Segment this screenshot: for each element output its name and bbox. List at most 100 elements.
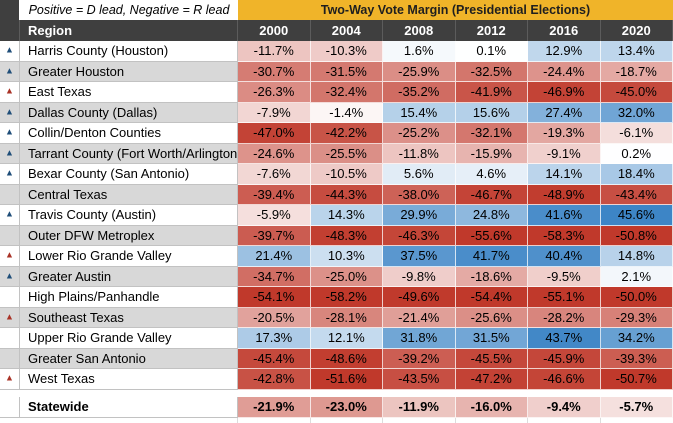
statewide-label[interactable]: Statewide	[20, 396, 238, 418]
statewide-margin-cell[interactable]: -21.9%	[238, 396, 311, 418]
margin-cell[interactable]: -38.0%	[383, 184, 456, 205]
margin-cell[interactable]: 10.3%	[310, 246, 383, 267]
margin-cell[interactable]: 45.6%	[600, 205, 673, 226]
margin-cell[interactable]: 14.3%	[310, 205, 383, 226]
margin-cell[interactable]: 14.1%	[528, 164, 601, 185]
margin-cell[interactable]: 2.1%	[600, 266, 673, 287]
region-name-cell[interactable]: West Texas	[20, 369, 238, 390]
margin-cell[interactable]: -45.5%	[455, 348, 528, 369]
margin-cell[interactable]: -35.2%	[383, 82, 456, 103]
margin-cell[interactable]: -46.3%	[383, 225, 456, 246]
region-name-cell[interactable]: Collin/Denton Counties	[20, 123, 238, 144]
year-column-header[interactable]: 2004	[310, 20, 383, 41]
region-name-cell[interactable]: Tarrant County (Fort Worth/Arlington)	[20, 143, 238, 164]
margin-cell[interactable]: 37.5%	[383, 246, 456, 267]
margin-cell[interactable]: -46.7%	[455, 184, 528, 205]
margin-cell[interactable]: -44.3%	[310, 184, 383, 205]
margin-cell[interactable]: 40.4%	[528, 246, 601, 267]
region-name-cell[interactable]: Upper Rio Grande Valley	[20, 328, 238, 349]
year-column-header[interactable]: 2000	[238, 20, 311, 41]
margin-cell[interactable]: 43.7%	[528, 328, 601, 349]
margin-cell[interactable]: 0.1%	[455, 41, 528, 62]
margin-cell[interactable]: -18.7%	[600, 61, 673, 82]
margin-cell[interactable]: -25.5%	[310, 143, 383, 164]
margin-cell[interactable]: -54.1%	[238, 287, 311, 308]
year-column-header[interactable]: 2020	[600, 20, 673, 41]
margin-cell[interactable]: -7.6%	[238, 164, 311, 185]
margin-cell[interactable]: 5.6%	[383, 164, 456, 185]
margin-cell[interactable]: -28.1%	[310, 307, 383, 328]
year-column-header[interactable]: 2008	[383, 20, 456, 41]
margin-cell[interactable]: 18.4%	[600, 164, 673, 185]
region-name-cell[interactable]: Greater Austin	[20, 266, 238, 287]
margin-cell[interactable]: 1.6%	[383, 41, 456, 62]
margin-cell[interactable]: -10.5%	[310, 164, 383, 185]
region-name-cell[interactable]: High Plains/Panhandle	[20, 287, 238, 308]
margin-cell[interactable]: 0.2%	[600, 143, 673, 164]
margin-cell[interactable]: -39.7%	[238, 225, 311, 246]
margin-cell[interactable]: -28.2%	[528, 307, 601, 328]
region-name-cell[interactable]: Lower Rio Grande Valley	[20, 246, 238, 267]
margin-cell[interactable]: -10.3%	[310, 41, 383, 62]
margin-cell[interactable]: -31.5%	[310, 61, 383, 82]
margin-cell[interactable]: -29.3%	[600, 307, 673, 328]
margin-cell[interactable]: 31.5%	[455, 328, 528, 349]
statewide-margin-cell[interactable]: -5.7%	[600, 396, 673, 418]
margin-cell[interactable]: 12.9%	[528, 41, 601, 62]
region-name-cell[interactable]: Central Texas	[20, 184, 238, 205]
margin-cell[interactable]: -11.8%	[383, 143, 456, 164]
margin-cell[interactable]: 27.4%	[528, 102, 601, 123]
margin-cell[interactable]: -41.9%	[455, 82, 528, 103]
margin-cell[interactable]: -42.8%	[238, 369, 311, 390]
margin-cell[interactable]: -7.9%	[238, 102, 311, 123]
margin-cell[interactable]: 14.8%	[600, 246, 673, 267]
statewide-margin-cell[interactable]: -23.0%	[310, 396, 383, 418]
margin-cell[interactable]: -48.9%	[528, 184, 601, 205]
margin-cell[interactable]: -58.3%	[528, 225, 601, 246]
margin-cell[interactable]: -45.4%	[238, 348, 311, 369]
margin-cell[interactable]: -46.9%	[528, 82, 601, 103]
year-column-header[interactable]: 2012	[455, 20, 528, 41]
margin-cell[interactable]: 15.4%	[383, 102, 456, 123]
margin-cell[interactable]: -55.1%	[528, 287, 601, 308]
margin-cell[interactable]: 34.2%	[600, 328, 673, 349]
margin-cell[interactable]: 13.4%	[600, 41, 673, 62]
margin-cell[interactable]: -39.2%	[383, 348, 456, 369]
margin-cell[interactable]: -32.5%	[455, 61, 528, 82]
margin-cell[interactable]: -48.6%	[310, 348, 383, 369]
margin-cell[interactable]: 17.3%	[238, 328, 311, 349]
statewide-margin-cell[interactable]: -9.4%	[528, 396, 601, 418]
margin-cell[interactable]: -47.2%	[455, 369, 528, 390]
margin-cell[interactable]: -43.5%	[383, 369, 456, 390]
margin-cell[interactable]: -5.9%	[238, 205, 311, 226]
margin-cell[interactable]: 12.1%	[310, 328, 383, 349]
margin-cell[interactable]: -58.2%	[310, 287, 383, 308]
margin-cell[interactable]: 15.6%	[455, 102, 528, 123]
margin-cell[interactable]: -39.3%	[600, 348, 673, 369]
margin-cell[interactable]: -42.2%	[310, 123, 383, 144]
margin-cell[interactable]: -54.4%	[455, 287, 528, 308]
margin-cell[interactable]: -18.6%	[455, 266, 528, 287]
margin-cell[interactable]: -19.3%	[528, 123, 601, 144]
margin-cell[interactable]: 32.0%	[600, 102, 673, 123]
margin-cell[interactable]: -24.4%	[528, 61, 601, 82]
margin-cell[interactable]: -49.6%	[383, 287, 456, 308]
margin-cell[interactable]: 24.8%	[455, 205, 528, 226]
margin-cell[interactable]: -9.8%	[383, 266, 456, 287]
statewide-margin-cell[interactable]: -16.0%	[455, 396, 528, 418]
margin-cell[interactable]: -39.4%	[238, 184, 311, 205]
margin-cell[interactable]: -24.6%	[238, 143, 311, 164]
margin-cell[interactable]: -50.0%	[600, 287, 673, 308]
margin-cell[interactable]: -1.4%	[310, 102, 383, 123]
margin-cell[interactable]: -25.0%	[310, 266, 383, 287]
margin-cell[interactable]: -15.9%	[455, 143, 528, 164]
margin-cell[interactable]: -55.6%	[455, 225, 528, 246]
margin-cell[interactable]: -25.2%	[383, 123, 456, 144]
margin-cell[interactable]: -50.8%	[600, 225, 673, 246]
margin-cell[interactable]: -9.1%	[528, 143, 601, 164]
margin-cell[interactable]: -25.9%	[383, 61, 456, 82]
margin-cell[interactable]: -25.6%	[455, 307, 528, 328]
margin-cell[interactable]: 29.9%	[383, 205, 456, 226]
margin-cell[interactable]: -20.5%	[238, 307, 311, 328]
margin-cell[interactable]: 41.7%	[455, 246, 528, 267]
